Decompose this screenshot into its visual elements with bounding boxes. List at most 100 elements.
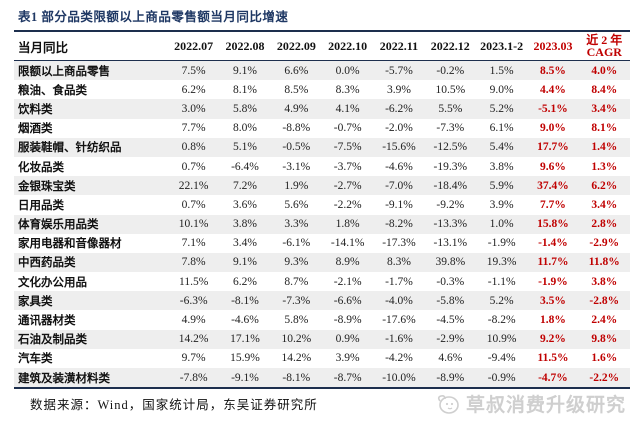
category-cell: 粮油、食品类 [18,84,87,97]
category-cell: 石油及制品类 [18,334,87,347]
value-cell: -17.3% [382,237,416,250]
value-cell-highlight: 1.6% [591,352,618,365]
value-cell-highlight: -4.7% [538,371,568,384]
value-cell: -0.3% [436,275,465,288]
value-cell-highlight: 1.4% [591,141,618,154]
value-cell: -4.5% [436,314,465,327]
table-row: 家具类 -6.3% -8.1% -7.3% -6.6% -4.0% -5.8% 5.2% 3.5… [14,291,630,311]
value-cell-highlight: 4.4% [540,83,566,96]
value-cell: -13.1% [433,237,468,250]
value-cell: 9.1% [233,256,257,269]
category-cell: 家用电器和音像器材 [18,238,122,251]
value-cell: 9.3% [284,256,309,269]
category-cell: 烟酒类 [18,123,53,136]
table-row: 建筑及装潢材料类 -7.8% -9.1% -8.1% -8.7% -10.0% -8.9% -… [14,368,630,388]
value-cell: 3.3% [284,218,309,231]
value-cell: -19.3% [433,160,468,173]
value-cell: 3.9% [386,83,411,96]
value-cell: -5.7% [385,64,413,77]
value-cell-highlight: -2.9% [589,237,620,250]
value-cell: -8.2% [487,314,516,327]
value-cell: -9.2% [436,198,465,211]
value-cell: 3.4% [233,237,257,250]
table-body: 限额以上商品零售 7.5% 9.1% 6.6% 0.0% -5.7% -0.2% 1.5% 8.… [14,61,630,390]
value-cell: 3.8% [489,160,514,173]
value-cell-highlight: -1.9% [538,275,568,288]
value-cell: 6.1% [489,122,514,135]
value-cell: 14.2% [178,333,209,346]
value-cell: 3.0% [181,102,206,115]
value-cell: 8.3% [335,83,360,96]
value-cell: -8.9% [436,371,465,384]
value-cell: -0.9% [487,371,516,384]
value-cell: 4.9% [181,314,206,327]
watermark-text: 草叔消费升级研究 [465,395,626,416]
value-cell: 3.6% [233,198,257,211]
value-cell: -8.7% [333,371,362,384]
column-header-cagr: 近 2 年 CAGR [579,34,630,58]
value-cell: -3.1% [282,160,311,173]
value-cell: 1.5% [489,64,514,77]
value-cell-highlight: 3.5% [540,294,566,307]
value-cell: -18.4% [433,179,468,192]
value-cell-highlight: 3.4% [591,198,618,211]
value-cell: -6.3% [179,294,208,307]
data-source-note: 数据来源：Wind，国家统计局，东吴证券研究所 [30,398,318,412]
value-cell: 8.7% [284,275,309,288]
value-cell: 14.2% [281,352,312,365]
value-cell: 0.7% [181,198,206,211]
value-cell: -10.0% [382,371,416,384]
value-cell: 6.2% [181,83,206,96]
value-cell: 10.5% [435,83,466,96]
value-cell: -1.6% [385,333,413,346]
table-row: 金银珠宝类 22.1% 7.2% 1.9% -2.7% -7.0% -18.4% 5.9% 37… [14,176,630,196]
value-cell: -14.1% [330,237,365,250]
category-cell: 家具类 [18,295,53,308]
value-cell-highlight: 3.8% [591,275,618,288]
watermark-logo-icon [437,394,459,414]
table-row: 中西药品类 7.8% 9.1% 9.3% 8.9% 8.3% 39.8% 19.3% 11.7%… [14,252,630,273]
value-cell: 5.2% [489,294,514,307]
value-cell: 15.9% [230,352,260,365]
value-cell: -7.8% [179,371,208,384]
value-cell: -1.9% [487,237,516,250]
column-header-date: 2022.08 [225,38,265,53]
value-cell-highlight: 9.8% [591,333,618,346]
value-cell: -0.2% [436,64,465,77]
value-cell-highlight: 1.8% [540,314,566,327]
value-cell: 9.0% [489,83,514,96]
value-cell: -2.9% [436,333,465,346]
value-cell: 7.7% [181,122,206,135]
column-header-row-label: 当月同比 [18,40,69,55]
value-cell: 8.1% [233,83,257,96]
value-cell-highlight: 11.5% [537,352,569,365]
value-cell: 5.2% [489,102,514,115]
value-cell: -8.9% [333,314,362,327]
value-cell: -2.0% [385,122,413,135]
value-cell: 4.1% [335,102,360,115]
value-cell: -6.4% [231,160,259,173]
value-cell-highlight: 8.4% [591,83,618,96]
value-cell: -7.3% [282,294,311,307]
value-cell: -9.1% [231,371,259,384]
value-cell: 6.2% [233,275,257,288]
value-cell-highlight: 9.2% [540,333,566,346]
value-cell: 5.8% [233,102,257,115]
value-cell: 5.9% [489,179,514,192]
value-cell-highlight: 8.5% [540,64,566,77]
column-header-date: 2022.12 [430,38,470,53]
value-cell: -13.3% [433,218,468,231]
table-row: 限额以上商品零售 7.5% 9.1% 6.6% 0.0% -5.7% -0.2% 1.5% 8.… [14,61,630,81]
category-cell: 体育娱乐用品类 [18,219,99,232]
value-cell: -7.5% [333,141,362,154]
value-cell: -6.6% [333,294,362,307]
value-cell: -8.8% [282,122,311,135]
value-cell: 0.0% [335,64,360,77]
value-cell: -2.2% [333,198,362,211]
table-row: 粮油、食品类 6.2% 8.1% 8.5% 8.3% 3.9% 10.5% 9.0% 4.4% 8… [14,80,630,99]
value-cell: -4.6% [385,160,413,173]
value-cell-highlight: 1.3% [591,160,618,173]
value-cell: 3.9% [489,198,514,211]
value-cell: 7.8% [181,256,206,269]
value-cell: 17.1% [230,333,260,346]
